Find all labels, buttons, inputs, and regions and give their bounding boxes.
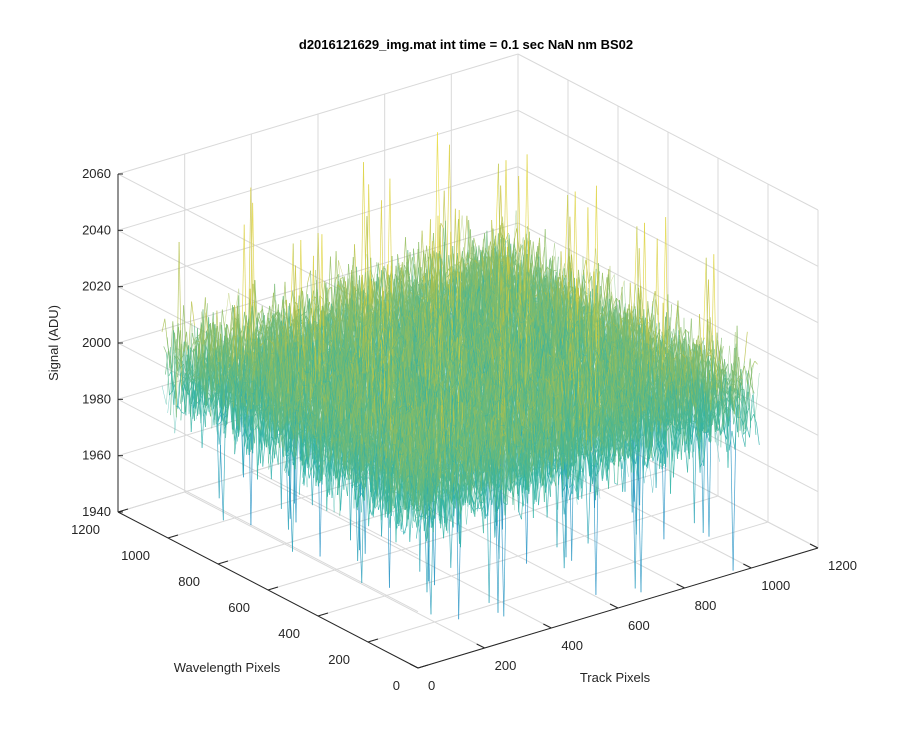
surface-segment — [182, 384, 186, 412]
surface-segment — [505, 232, 509, 241]
surface-segment — [343, 276, 348, 305]
surface-segment — [328, 286, 332, 291]
side-wall-grid-line — [517, 166, 819, 324]
surface-segment — [270, 292, 274, 322]
surface-segment — [204, 339, 208, 353]
surface-segment — [202, 297, 206, 345]
surface-segment — [173, 330, 177, 418]
chart-title: d2016121629_img.mat int time = 0.1 sec N… — [299, 37, 633, 52]
surface-segment — [332, 294, 337, 320]
surface-segment — [188, 355, 193, 383]
surface-segment — [221, 309, 226, 334]
side-wall-grid-line — [517, 53, 819, 211]
surface — [161, 132, 760, 620]
surface-segment — [445, 268, 450, 274]
surface-segment — [190, 348, 194, 417]
surface-segment — [183, 331, 187, 352]
surface-segment — [179, 365, 183, 378]
surface-segment — [217, 414, 222, 422]
surface-segment — [304, 282, 309, 312]
surface-segment — [171, 381, 176, 399]
surface-segment — [174, 323, 179, 399]
surface-segment — [204, 334, 209, 341]
surface-segment — [181, 411, 185, 414]
left-wall-grid-line — [117, 455, 419, 613]
surface-segment — [307, 270, 311, 283]
surface-segment — [229, 327, 233, 335]
surface-segment — [255, 332, 260, 338]
surface-segment — [181, 373, 186, 394]
surface-segment — [180, 355, 184, 359]
surface-segment — [229, 305, 233, 337]
surface-segment — [168, 369, 173, 377]
surface-segment — [178, 364, 183, 394]
surface-segment — [227, 324, 231, 343]
back-wall-grid-line — [117, 166, 519, 288]
surface-segment — [183, 305, 187, 355]
surface-segment — [191, 301, 195, 326]
surface-segment — [446, 144, 450, 291]
surface-segment — [219, 322, 224, 355]
surface-segment — [188, 301, 192, 350]
surface-segment — [261, 305, 266, 334]
surface-segment — [377, 262, 382, 284]
surface-segment — [178, 241, 183, 403]
surface-segment — [434, 132, 438, 311]
side-wall-grid-line — [517, 109, 819, 267]
surface-segment — [413, 248, 417, 278]
surface-segment — [273, 292, 277, 314]
surface-segment — [177, 358, 181, 378]
surface-segment — [187, 373, 191, 417]
surface-segment — [238, 330, 243, 338]
surface-segment — [264, 312, 269, 339]
surface-segment — [501, 223, 506, 261]
surface-segment — [282, 299, 286, 344]
surface-segment — [420, 275, 425, 282]
surface-segment — [363, 162, 367, 312]
surface-segment — [257, 312, 262, 322]
surface-segment — [227, 337, 231, 359]
surface-segment — [163, 346, 167, 354]
surface-segment — [161, 318, 166, 333]
surface-segment — [191, 333, 196, 346]
surface-segment — [339, 277, 344, 280]
surface-segment — [230, 306, 235, 332]
surface-segment — [397, 254, 401, 275]
back-wall-grid-line — [117, 109, 519, 231]
surface-segment — [169, 321, 174, 369]
surface-segment — [165, 350, 169, 375]
surface-segment — [395, 265, 400, 301]
surface-segment — [195, 345, 200, 415]
surface-segment — [243, 338, 247, 349]
left-wall-grid-line — [117, 398, 419, 556]
surface-segment — [464, 252, 468, 268]
back-wall-grid-line — [117, 53, 519, 175]
surface-segment — [411, 257, 416, 277]
surface-segment — [499, 225, 504, 262]
surface-segment — [463, 215, 468, 260]
